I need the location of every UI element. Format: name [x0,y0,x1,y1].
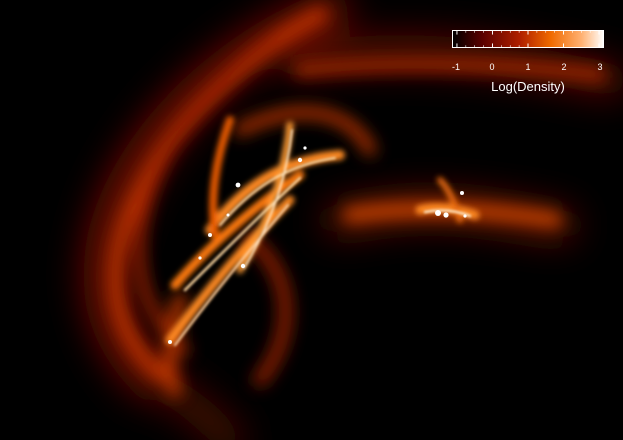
filament-shells [107,7,606,397]
colorbar-gradient [452,30,604,48]
colorbar-label: Log(Density) [491,79,565,94]
colorbar-tick-label: -1 [451,62,461,72]
colorbar-tick-label: 3 [597,62,603,72]
colorbar-ticks [456,31,600,47]
bright-filaments [165,116,480,345]
colorbar-tick-label: 2 [561,62,567,72]
colorbar [452,30,604,48]
colorbar-tick-labels: -1 0 1 2 3 [452,61,604,73]
colorbar-tick-label: 0 [489,62,495,72]
density-peaks [168,146,467,344]
colorbar-tick-label: 1 [525,62,531,72]
hot-cores [173,129,472,347]
